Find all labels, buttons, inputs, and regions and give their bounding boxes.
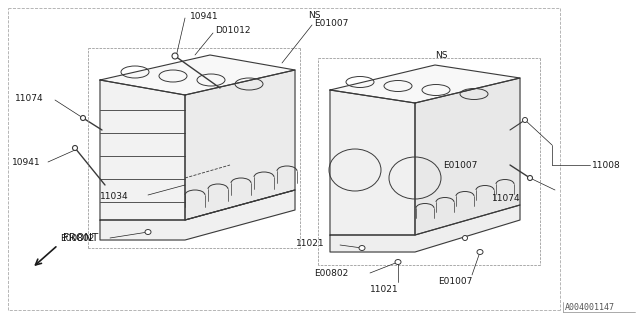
- Ellipse shape: [522, 117, 527, 123]
- Text: 11021: 11021: [296, 238, 324, 247]
- Text: E00802: E00802: [60, 234, 94, 243]
- Polygon shape: [100, 80, 185, 220]
- Ellipse shape: [395, 260, 401, 265]
- Text: 11074: 11074: [15, 93, 44, 102]
- Text: 11074: 11074: [492, 194, 520, 203]
- Polygon shape: [330, 90, 415, 235]
- Ellipse shape: [527, 175, 532, 180]
- Polygon shape: [330, 205, 520, 252]
- Text: 10941: 10941: [190, 12, 219, 20]
- Ellipse shape: [72, 146, 77, 150]
- Text: 10941: 10941: [12, 157, 40, 166]
- Text: D01012: D01012: [215, 26, 250, 35]
- Ellipse shape: [145, 229, 151, 235]
- Text: E01007: E01007: [314, 19, 348, 28]
- Polygon shape: [100, 190, 295, 240]
- Text: 11034: 11034: [100, 191, 129, 201]
- Text: NS: NS: [308, 11, 321, 20]
- Text: 11021: 11021: [370, 285, 399, 294]
- Text: FRONT: FRONT: [63, 233, 99, 243]
- Text: A004001147: A004001147: [565, 303, 615, 313]
- Ellipse shape: [172, 53, 178, 59]
- Ellipse shape: [81, 116, 86, 121]
- Ellipse shape: [359, 245, 365, 251]
- Polygon shape: [330, 65, 520, 103]
- Text: NS: NS: [435, 51, 447, 60]
- Text: E01007: E01007: [443, 161, 477, 170]
- Text: 11008: 11008: [592, 161, 621, 170]
- Text: E00802: E00802: [314, 268, 348, 277]
- Polygon shape: [415, 78, 520, 235]
- Text: E01007: E01007: [438, 277, 472, 286]
- Ellipse shape: [463, 236, 467, 241]
- Ellipse shape: [477, 250, 483, 254]
- Polygon shape: [100, 55, 295, 95]
- Polygon shape: [185, 70, 295, 220]
